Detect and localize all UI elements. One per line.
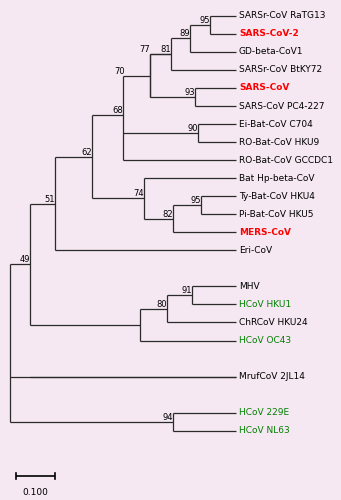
Text: RO-Bat-CoV HKU9: RO-Bat-CoV HKU9 (239, 138, 319, 146)
Text: 74: 74 (134, 190, 144, 198)
Text: 0.100: 0.100 (23, 488, 48, 498)
Text: MrufCoV 2JL14: MrufCoV 2JL14 (239, 372, 305, 381)
Text: ChRCoV HKU24: ChRCoV HKU24 (239, 318, 308, 327)
Text: MERS-CoV: MERS-CoV (239, 228, 291, 237)
Text: 95: 95 (199, 16, 210, 25)
Text: 80: 80 (156, 300, 166, 309)
Text: MHV: MHV (239, 282, 260, 291)
Text: 94: 94 (162, 412, 173, 422)
Text: SARS-CoV PC4-227: SARS-CoV PC4-227 (239, 102, 324, 110)
Text: 89: 89 (180, 30, 190, 38)
Text: HCoV NL63: HCoV NL63 (239, 426, 290, 435)
Text: 51: 51 (44, 194, 55, 203)
Text: SARS-CoV-2: SARS-CoV-2 (239, 30, 299, 38)
Text: GD-beta-CoV1: GD-beta-CoV1 (239, 48, 303, 56)
Text: 93: 93 (184, 88, 195, 97)
Text: HCoV OC43: HCoV OC43 (239, 336, 291, 345)
Text: 91: 91 (181, 286, 192, 296)
Text: HCoV 229E: HCoV 229E (239, 408, 289, 417)
Text: SARS-CoV: SARS-CoV (239, 84, 289, 92)
Text: HCoV HKU1: HCoV HKU1 (239, 300, 291, 309)
Text: 77: 77 (139, 45, 150, 54)
Text: Ty-Bat-CoV HKU4: Ty-Bat-CoV HKU4 (239, 192, 315, 200)
Text: Eri-CoV: Eri-CoV (239, 246, 272, 255)
Text: 70: 70 (114, 66, 125, 76)
Text: 95: 95 (190, 196, 201, 205)
Text: Bat Hp-beta-CoV: Bat Hp-beta-CoV (239, 174, 314, 182)
Text: 82: 82 (162, 210, 173, 219)
Text: RO-Bat-CoV GCCDC1: RO-Bat-CoV GCCDC1 (239, 156, 333, 164)
Text: Pi-Bat-CoV HKU5: Pi-Bat-CoV HKU5 (239, 210, 313, 218)
Text: 62: 62 (81, 148, 92, 157)
Text: SARSr-CoV BtKY72: SARSr-CoV BtKY72 (239, 66, 322, 74)
Text: 81: 81 (160, 45, 171, 54)
Text: Ei-Bat-CoV C704: Ei-Bat-CoV C704 (239, 120, 313, 128)
Text: 49: 49 (19, 255, 30, 264)
Text: SARSr-CoV RaTG13: SARSr-CoV RaTG13 (239, 12, 325, 20)
Text: 90: 90 (187, 124, 198, 133)
Text: 68: 68 (113, 106, 123, 116)
